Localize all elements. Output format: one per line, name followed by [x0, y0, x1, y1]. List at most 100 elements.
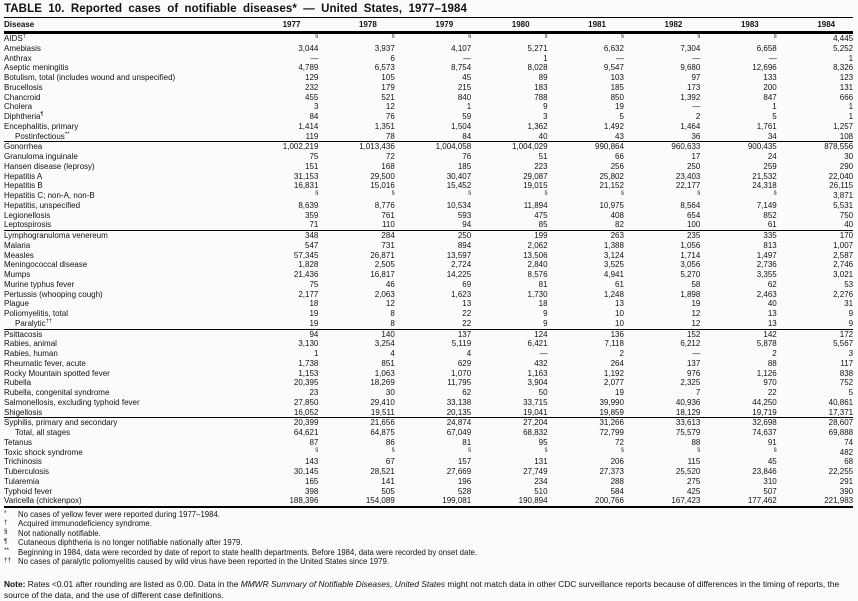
value-cell: §: [624, 446, 701, 458]
value-cell: 88: [691, 437, 701, 447]
value-cell: 31,266: [547, 417, 624, 428]
value-cell: 115: [687, 457, 701, 467]
value-cell: 2,463: [756, 289, 777, 299]
value-cell: 1: [466, 102, 472, 112]
value-cell: 45: [462, 73, 472, 82]
value-cell: 199,081: [442, 496, 472, 506]
value-cell: —: [310, 53, 319, 63]
disease-name-cell: Aseptic meningitis: [4, 63, 69, 73]
value-cell: 82: [615, 220, 624, 230]
value-cell: 221,983: [824, 496, 854, 506]
not-notifiable-marker: §: [773, 446, 777, 453]
value-cell: 1,392: [680, 92, 701, 102]
value-cell: 61: [767, 220, 777, 230]
value-cell: 3,525: [603, 260, 624, 270]
value-cell: 17: [691, 152, 701, 161]
value-cell: §: [242, 33, 318, 44]
value-cell: 40,861: [828, 397, 854, 407]
table-row: Psittacosis 94 140 137 124 136 152 142 172: [4, 328, 854, 340]
not-notifiable-marker: §: [697, 446, 701, 453]
value-cell: 8: [390, 318, 395, 328]
value-cell: 26,115: [829, 181, 854, 191]
value-cell: 9: [543, 318, 548, 328]
disease-name-cell: Hansen disease (leprosy): [4, 161, 95, 171]
value-cell: 183: [534, 82, 548, 92]
disease-name-cell: Malaria: [4, 240, 31, 250]
table-row: Leptospirosis 71 110 94 85 82 100 61 40: [4, 220, 853, 230]
value-cell: §: [548, 447, 624, 458]
value-cell: —: [539, 349, 548, 358]
value-cell: §: [624, 190, 700, 201]
value-cell: 5,270: [680, 270, 701, 279]
value-cell: 23,403: [675, 171, 701, 181]
table-row: Total, all stages 64,621 64,875 67,049 68,83…: [4, 428, 853, 438]
table-row: Malaria 547 731 894 2,062 1,388 1,056 813 1,007: [4, 241, 853, 251]
value-cell: 593: [457, 210, 472, 220]
value-cell: 22: [462, 309, 472, 318]
value-cell: 179: [381, 82, 395, 92]
footnote-symbol: ††: [4, 556, 12, 564]
value-cell: 45: [767, 457, 777, 467]
value-cell: 1: [543, 53, 548, 63]
value-cell: 22,177: [675, 181, 701, 191]
value-cell: 1,738: [298, 358, 319, 368]
value-cell: 62: [462, 388, 472, 397]
value-cell: 1,192: [603, 368, 624, 378]
value-cell: 200: [763, 82, 777, 92]
table-row: Lymphogranuloma venereum 348 284 250 199 263 2…: [4, 229, 854, 241]
not-notifiable-marker: §: [315, 190, 319, 197]
value-cell: 654: [686, 210, 701, 220]
disease-name-cell: Typhoid fever: [4, 486, 53, 496]
value-cell: 1,414: [298, 121, 319, 131]
table-row: Brucellosis 232 179 215 183 185 173 200 131: [4, 83, 853, 93]
value-cell: 5: [772, 112, 777, 121]
value-cell: 10: [615, 318, 624, 328]
disease-name-cell: Poliomyelitis, total: [4, 309, 69, 318]
value-cell: 19,015: [523, 181, 548, 191]
disease-name-cell: Encephalitis, primary: [4, 121, 79, 131]
value-cell: —: [692, 102, 701, 112]
value-cell: 850: [610, 92, 624, 102]
value-cell: 36: [691, 131, 701, 141]
value-cell: 23: [309, 388, 319, 397]
note-paragraph: Note: Rates <0.01 after rounding are lis…: [4, 579, 852, 600]
value-cell: 100: [686, 220, 701, 230]
value-cell: 5,531: [833, 200, 854, 210]
value-cell: 5,271: [527, 43, 548, 53]
value-cell: 57,345: [293, 250, 319, 260]
value-cell: 6,573: [374, 63, 395, 73]
value-cell: 185: [610, 82, 624, 92]
value-cell: 44,250: [752, 397, 777, 407]
value-cell: 26,871: [370, 250, 395, 260]
value-cell: §: [471, 190, 547, 201]
value-cell: 14,225: [446, 270, 472, 279]
footnote-symbol: §: [4, 528, 8, 536]
value-cell: 58: [691, 279, 701, 289]
value-cell: 27,850: [293, 397, 319, 407]
footnote-marker: †: [22, 33, 26, 40]
not-notifiable-marker: §: [620, 190, 624, 197]
value-cell: 137: [394, 328, 472, 340]
value-cell: 1,492: [603, 121, 624, 131]
value-cell: §: [624, 33, 700, 44]
table-row: Tetanus 87 86 81 95 72 88 91 74: [4, 438, 853, 448]
table-row: Varicella (chickenpox) 188,396 154,089 199,…: [4, 496, 853, 507]
value-cell: 900,435: [700, 141, 777, 152]
value-cell: 40: [844, 220, 854, 230]
value-cell: 24: [767, 152, 777, 161]
not-notifiable-marker: §: [315, 33, 319, 40]
value-cell: 6,212: [680, 339, 701, 349]
disease-name-cell: Rheumatic fever, acute: [4, 358, 86, 368]
value-cell: 75,579: [675, 428, 701, 437]
value-cell: 51: [538, 152, 548, 161]
value-cell: 1,351: [374, 121, 395, 131]
table-row: Legionellosis 359 761 593 475 408 654 852 750: [4, 211, 853, 221]
disease-name-cell: Botulism, total (includes wound and unsp…: [4, 73, 176, 82]
value-cell: 3,871: [833, 191, 854, 200]
table-row: Gonorrhea 1,002,219 1,013,436 1,004,058 1,00…: [4, 141, 854, 152]
value-cell: 4,107: [451, 43, 472, 53]
disease-name-cell: Plague: [4, 299, 29, 309]
value-cell: 3,904: [527, 378, 548, 388]
value-cell: 32,698: [700, 417, 777, 428]
